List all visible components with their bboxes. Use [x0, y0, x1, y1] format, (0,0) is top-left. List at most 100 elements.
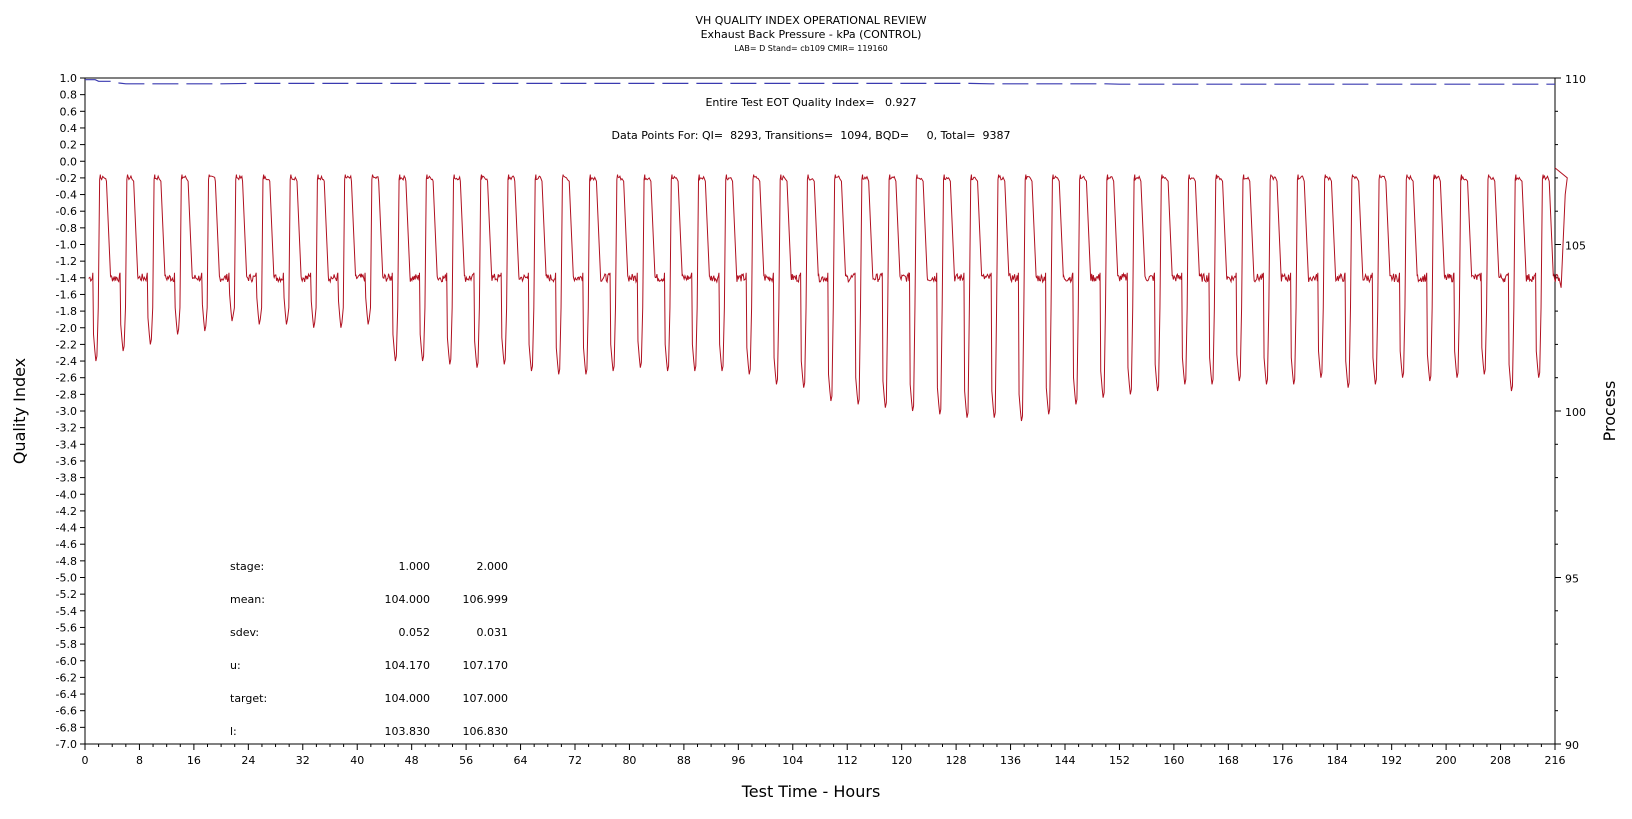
stats-label: sdev:	[230, 626, 259, 639]
x-tick-label: 32	[296, 754, 310, 767]
x-tick-label: 120	[891, 754, 912, 767]
stats-label: mean:	[230, 593, 265, 606]
y-right-tick-label: 110	[1565, 73, 1586, 86]
y-left-tick-label: -5.2	[56, 588, 77, 601]
y-left-tick-label: -2.4	[56, 355, 77, 368]
y-left-tick-label: -3.4	[56, 438, 77, 451]
x-tick-label: 40	[350, 754, 364, 767]
y-right-tick-label: 100	[1565, 406, 1586, 419]
stats-value-stage2: 107.170	[463, 659, 509, 672]
y-left-tick-label: -1.0	[56, 239, 77, 252]
stats-value-stage2: 2.000	[477, 560, 509, 573]
y-axis-right: 110 105 100 95 90	[1555, 73, 1586, 752]
y-left-tick-label: -4.8	[56, 555, 77, 568]
series-quality-index	[85, 79, 1555, 85]
x-tick-label: 128	[946, 754, 967, 767]
y-left-tick-label: -0.4	[56, 189, 77, 202]
stats-value-stage1: 1.000	[399, 560, 431, 573]
x-tick-label: 216	[1545, 754, 1566, 767]
x-tick-label: 208	[1490, 754, 1511, 767]
stats-label: stage:	[230, 560, 264, 573]
x-tick-label: 24	[241, 754, 255, 767]
y-left-tick-label: -2.2	[56, 338, 77, 351]
x-tick-label: 168	[1218, 754, 1239, 767]
eot-quality-index-annotation: Entire Test EOT Quality Index= 0.927	[705, 96, 916, 109]
y-left-tick-label: -1.8	[56, 305, 77, 318]
stats-label: target:	[230, 692, 267, 705]
stats-value-stage2: 106.830	[463, 725, 509, 738]
y-left-tick-label: -6.6	[56, 705, 77, 718]
y-left-tick-label: -4.2	[56, 505, 77, 518]
y-right-tick-label: 105	[1565, 240, 1586, 253]
y-left-tick-label: -6.8	[56, 721, 77, 734]
x-tick-label: 16	[187, 754, 201, 767]
stats-value-stage1: 104.170	[385, 659, 431, 672]
y-right-tick-label: 90	[1565, 739, 1579, 752]
x-tick-label: 80	[622, 754, 636, 767]
y-left-tick-label: -2.6	[56, 372, 77, 385]
series-process	[88, 167, 1568, 422]
chart-subtitle: Exhaust Back Pressure - kPa (CONTROL)	[701, 28, 922, 41]
x-tick-label: 48	[405, 754, 419, 767]
x-tick-label: 152	[1109, 754, 1130, 767]
y-left-tick-label: -5.6	[56, 621, 77, 634]
y-left-tick-label: -6.0	[56, 655, 77, 668]
y-axis-left-label: Quality Index	[10, 358, 29, 464]
y-axis-right-label: Process	[1600, 381, 1619, 442]
x-tick-label: 160	[1163, 754, 1184, 767]
x-tick-label: 200	[1436, 754, 1457, 767]
y-left-tick-label: -5.8	[56, 638, 77, 651]
x-tick-label: 192	[1381, 754, 1402, 767]
stats-value-stage1: 0.052	[399, 626, 431, 639]
stats-value-stage2: 0.031	[477, 626, 509, 639]
y-left-tick-label: 0.8	[60, 89, 78, 102]
x-axis: 0 8 16 24 32 40 48 56 64 72 80 88 96 104 112 120 128 136 1…	[82, 744, 1566, 767]
y-right-tick-label: 95	[1565, 573, 1579, 586]
stats-value-stage1: 104.000	[385, 692, 431, 705]
chart-subtitle-2: LAB= D Stand= cb109 CMIR= 119160	[734, 44, 888, 53]
y-left-tick-label: -4.4	[56, 522, 77, 535]
y-left-tick-label: 1.0	[60, 72, 78, 85]
stats-value-stage2: 106.999	[463, 593, 509, 606]
plot-frame	[84, 77, 1556, 745]
y-left-tick-label: -5.4	[56, 605, 77, 618]
y-left-tick-label: -2.8	[56, 388, 77, 401]
stats-label: u:	[230, 659, 241, 672]
stats-value-stage2: 107.000	[463, 692, 509, 705]
y-left-tick-label: -4.6	[56, 538, 77, 551]
x-tick-label: 8	[136, 754, 143, 767]
x-tick-label: 136	[1000, 754, 1021, 767]
y-left-tick-label: -6.4	[56, 688, 77, 701]
axes	[84, 77, 1556, 745]
x-tick-label: 184	[1327, 754, 1348, 767]
y-left-tick-label: -5.0	[56, 572, 77, 585]
y-left-tick-label: 0.4	[60, 122, 78, 135]
y-left-tick-label: -2.0	[56, 322, 77, 335]
x-tick-label: 72	[568, 754, 582, 767]
y-left-tick-label: -1.6	[56, 288, 77, 301]
x-tick-label: 88	[677, 754, 691, 767]
y-left-tick-label: -1.2	[56, 255, 77, 268]
stats-value-stage1: 103.830	[385, 725, 431, 738]
y-left-tick-label: -0.8	[56, 222, 77, 235]
x-tick-label: 176	[1272, 754, 1293, 767]
x-tick-label: 104	[782, 754, 803, 767]
y-left-tick-label: -3.0	[56, 405, 77, 418]
y-left-tick-label: -3.8	[56, 472, 77, 485]
stats-table: stage: 1.000 2.000 mean: 104.000 106.999 sdev:…	[230, 560, 508, 738]
y-left-tick-label: -3.6	[56, 455, 77, 468]
y-left-tick-label: 0.0	[60, 155, 78, 168]
y-left-tick-label: -0.2	[56, 172, 77, 185]
x-tick-label: 0	[82, 754, 89, 767]
x-axis-label: Test Time - Hours	[741, 782, 881, 801]
series-layer	[85, 79, 1568, 422]
y-left-tick-label: -6.2	[56, 671, 77, 684]
y-axis-left: 1.0 0.8 0.6 0.4 0.2 0.0 -0.2 -0.4 -0.6 -0.8 -1.0 -1…	[56, 72, 85, 751]
chart-title: VH QUALITY INDEX OPERATIONAL REVIEW	[695, 14, 926, 27]
y-left-tick-label: -3.2	[56, 422, 77, 435]
x-tick-label: 144	[1055, 754, 1076, 767]
y-left-tick-label: -4.0	[56, 488, 77, 501]
stats-value-stage1: 104.000	[385, 593, 431, 606]
data-points-annotation: Data Points For: QI= 8293, Transitions= …	[612, 129, 1011, 142]
y-left-tick-label: -1.4	[56, 272, 77, 285]
